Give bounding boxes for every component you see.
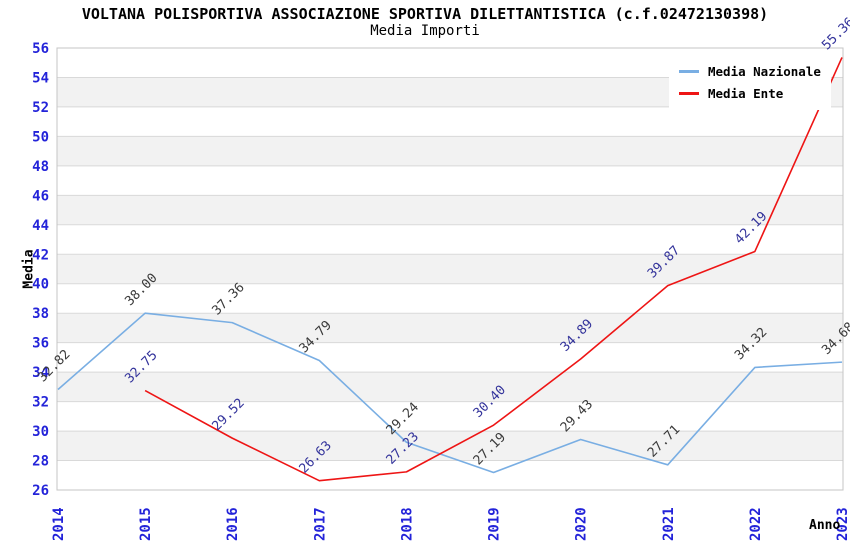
x-tick-label: 2022 xyxy=(748,507,764,541)
y-tick-label: 40 xyxy=(32,277,49,293)
x-tick-label: 2019 xyxy=(487,507,503,541)
x-axis-title: Anno xyxy=(809,518,841,533)
y-tick-label: 52 xyxy=(32,100,49,116)
grid-band xyxy=(57,254,843,284)
y-tick-label: 36 xyxy=(32,336,49,352)
legend: Media Nazionale Media Ente xyxy=(669,56,831,110)
y-tick-label: 46 xyxy=(32,188,49,204)
series-line-media-nazionale xyxy=(57,312,843,474)
x-tick-label: 2018 xyxy=(399,507,415,541)
grid-band xyxy=(57,431,843,461)
y-tick-label: 26 xyxy=(32,483,49,499)
y-axis-title: Media xyxy=(21,249,37,289)
grid-band xyxy=(57,283,843,314)
legend-label-media-ente: Media Ente xyxy=(708,85,784,101)
grid-band xyxy=(57,195,843,225)
x-tick-label: 2015 xyxy=(138,507,154,541)
grid-band xyxy=(57,313,843,343)
y-tick-label: 44 xyxy=(32,218,49,234)
x-tick-label: 2023 xyxy=(835,507,850,541)
y-tick-label: 42 xyxy=(32,247,49,263)
legend-swatch-media-ente-icon xyxy=(679,91,699,95)
y-tick-label: 34 xyxy=(32,365,49,381)
grid-band xyxy=(57,136,843,166)
grid-band xyxy=(57,106,843,137)
grid-band xyxy=(57,342,843,373)
grid-band xyxy=(57,372,843,402)
x-tick-label: 2014 xyxy=(51,507,67,541)
y-tick-label: 30 xyxy=(32,424,49,440)
plot-border xyxy=(56,47,844,491)
x-tick-label: 2020 xyxy=(574,507,590,541)
y-tick-label: 56 xyxy=(32,41,49,57)
legend-item-media-nazionale: Media Nazionale xyxy=(679,60,821,82)
y-tick-label: 48 xyxy=(32,159,49,175)
y-tick-label: 50 xyxy=(32,129,49,145)
grid-band xyxy=(57,224,843,255)
legend-swatch-media-nazionale-icon xyxy=(679,69,699,73)
chart-subtitle: Media Importi xyxy=(370,23,480,39)
x-tick-label: 2021 xyxy=(661,507,677,541)
x-tick-label: 2016 xyxy=(225,507,241,541)
grid-band xyxy=(57,460,843,490)
legend-item-media-ente: Media Ente xyxy=(679,82,821,104)
legend-label-media-nazionale: Media Nazionale xyxy=(708,63,821,79)
grid-band xyxy=(57,165,843,196)
chart-title: VOLTANA POLISPORTIVA ASSOCIAZIONE SPORTI… xyxy=(81,5,769,23)
y-tick-label: 54 xyxy=(32,70,49,86)
y-tick-label: 28 xyxy=(32,454,49,470)
x-tick-label: 2017 xyxy=(312,507,328,541)
series-line-media-ente xyxy=(144,57,843,482)
y-tick-label: 32 xyxy=(32,395,49,411)
y-tick-label: 38 xyxy=(32,306,49,322)
